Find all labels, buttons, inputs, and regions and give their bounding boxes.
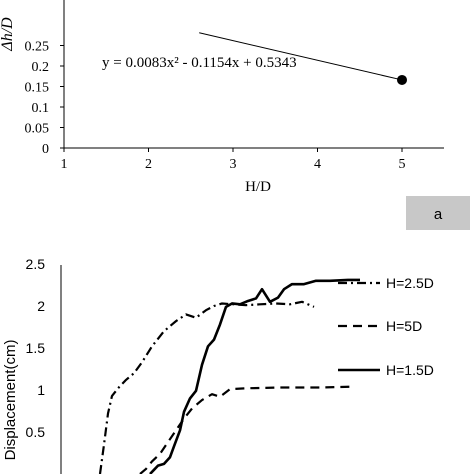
series-line-H=5D — [139, 385, 355, 474]
bottom-y-ticks: 0.5 1 1.5 2 2.5 — [26, 256, 46, 440]
bottom-y-axis-label: Displacement(cm) — [2, 340, 19, 461]
series-line-H=1.5D — [149, 278, 360, 474]
legend-label: H=2.5D — [386, 275, 434, 291]
legend-label: H=5D — [386, 318, 422, 334]
x-tick-label: 2 — [145, 157, 152, 172]
y-axis-label: Δh/D — [0, 17, 16, 52]
x-tick-label: 5 — [399, 157, 406, 172]
y-tick-label: 2 — [37, 298, 45, 314]
data-points — [397, 74, 407, 85]
y-tick-label: 0 — [42, 142, 49, 157]
x-tick-label: 4 — [314, 157, 321, 172]
top-chart: 0 0.05 0.1 0.15 0.2 0.25 1 2 3 4 5 y = 0.0083x² -… — [0, 0, 470, 230]
y-tick-label: 0.2 — [32, 60, 50, 75]
x-tick-label: 1 — [61, 157, 68, 172]
y-tick-label: 0.15 — [25, 81, 50, 96]
data-point — [397, 74, 407, 85]
panel-label: a — [434, 206, 443, 223]
y-tick-label: 0.05 — [25, 122, 50, 137]
bottom-chart: 0.5 1 1.5 2 2.5 H=2.5D H=5D H=1.5D Displacemen… — [2, 256, 434, 474]
top-x-ticks: 1 2 3 4 5 — [61, 148, 406, 172]
series-lines — [98, 278, 360, 474]
x-tick-label: 3 — [230, 157, 237, 172]
equation-label: y = 0.0083x² - 0.1154x + 0.5343 — [102, 55, 297, 71]
y-tick-label: 1 — [37, 382, 45, 398]
legend: H=2.5D H=5D H=1.5D — [338, 275, 434, 378]
legend-label: H=1.5D — [386, 362, 434, 378]
x-axis-label: H/D — [245, 179, 271, 195]
panel-label-box — [406, 196, 470, 230]
y-tick-label: 1.5 — [26, 340, 46, 356]
trendline — [199, 32, 403, 81]
series-line-H=2.5D — [98, 300, 315, 474]
y-tick-label: 2.5 — [26, 256, 46, 272]
y-tick-label: 0.25 — [25, 40, 50, 55]
y-tick-label: 0.5 — [26, 424, 46, 440]
y-tick-label: 0.1 — [32, 101, 50, 116]
top-y-ticks: 0 0.05 0.1 0.15 0.2 0.25 — [25, 40, 64, 157]
